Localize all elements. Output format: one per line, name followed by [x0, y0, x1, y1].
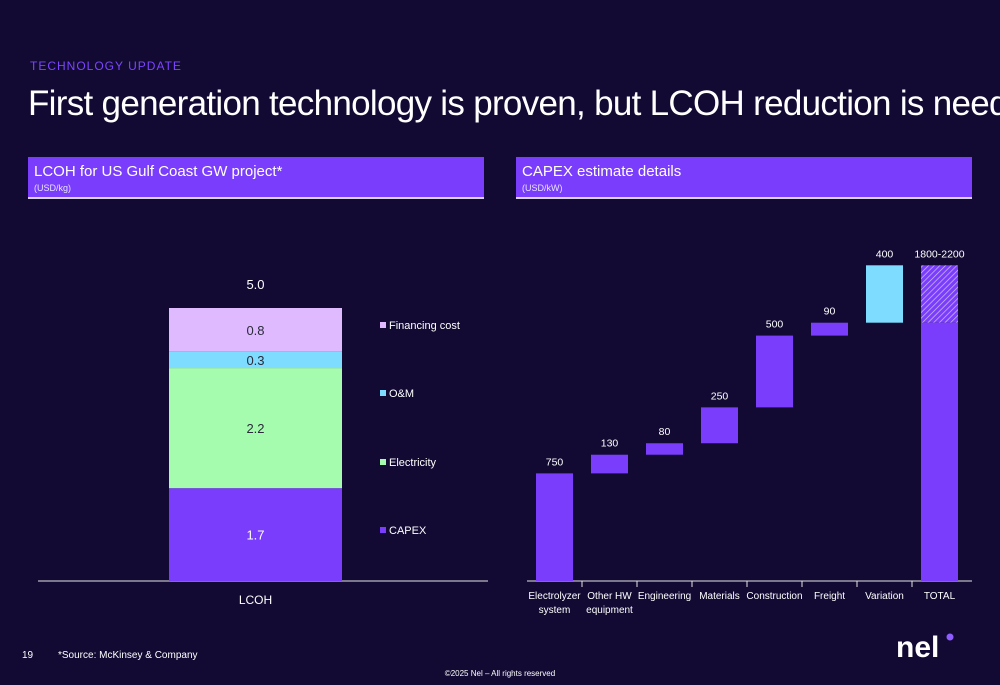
- capex-x-tick-label-construction: Construction: [746, 591, 802, 602]
- legend-swatch-electricity: [380, 459, 386, 465]
- capex-bar-construction: [756, 335, 793, 408]
- legend-swatch-oandm: [380, 390, 386, 396]
- capex-value-label-construction: 500: [766, 319, 784, 331]
- capex-x-tick-label-materials: Materials: [699, 591, 740, 602]
- segment-oandm: [169, 351, 342, 369]
- capex-bar-variation: [866, 265, 903, 323]
- capex-panel-header: CAPEX estimate details (USD/kW): [516, 157, 972, 199]
- capex-bar-total-range: [921, 265, 958, 323]
- source-note: *Source: McKinsey & Company: [58, 650, 198, 661]
- nel-logo: nel: [896, 631, 954, 664]
- capex-x-tick-label-other-hw-equipment: equipment: [586, 605, 633, 616]
- segment-label-capex: 1.7: [246, 528, 264, 543]
- capex-value-label-variation: 400: [876, 248, 894, 260]
- capex-x-tick-label-variation: Variation: [865, 591, 904, 602]
- page-number: 19: [22, 650, 34, 661]
- segment-label-financing-cost: 0.8: [246, 323, 264, 338]
- legend-label-electricity: Electricity: [389, 457, 437, 469]
- capex-value-label-electrolyzer-system: 750: [546, 456, 564, 468]
- capex-panel-unit: (USD/kW): [522, 183, 563, 193]
- page-title: First generation technology is proven, b…: [28, 84, 1000, 123]
- lcoh-panel-title: LCOH for US Gulf Coast GW project*: [34, 163, 283, 180]
- capex-bar-other-hw-equipment: [591, 454, 628, 474]
- legend-label-oandm: O&M: [389, 388, 414, 400]
- capex-value-label-freight: 90: [824, 306, 836, 318]
- lcoh-panel-header: LCOH for US Gulf Coast GW project* (USD/…: [28, 157, 484, 199]
- capex-bar-total: [921, 322, 958, 581]
- capex-x-tick-label-other-hw-equipment: Other HW: [587, 591, 632, 602]
- capex-bar-materials: [701, 407, 738, 444]
- legend-swatch-capex: [380, 527, 386, 533]
- capex-value-label-other-hw-equipment: 130: [601, 438, 619, 450]
- capex-bar-electrolyzer-system: [536, 473, 573, 581]
- capex-x-tick-label-engineering: Engineering: [638, 591, 691, 602]
- segment-financing-cost: [169, 308, 342, 352]
- segment-label-oandm: 0.3: [246, 353, 264, 368]
- capex-value-label-materials: 250: [711, 390, 729, 402]
- capex-bar-engineering: [646, 443, 683, 455]
- capex-value-label-total: 1800-2200: [914, 248, 964, 260]
- capex-x-tick-label-freight: Freight: [814, 591, 845, 602]
- logo-dot: [946, 633, 954, 641]
- capex-panel-title: CAPEX estimate details: [522, 163, 682, 180]
- segment-capex: [169, 488, 342, 581]
- copyright: ©2025 Nel – All rights reserved: [444, 669, 556, 678]
- section-tag: TECHNOLOGY UPDATE: [30, 59, 182, 73]
- logo-wordmark: nel: [896, 631, 939, 664]
- segment-label-electricity: 2.2: [246, 421, 264, 436]
- capex-x-tick-label-electrolyzer-system: system: [539, 605, 571, 616]
- capex-x-tick-label-electrolyzer-system: Electrolyzer: [528, 591, 581, 602]
- legend-swatch-financing-cost: [380, 322, 386, 328]
- segment-electricity: [169, 368, 342, 489]
- capex-x-tick-label-total: TOTAL: [924, 591, 956, 602]
- legend-label-capex: CAPEX: [389, 525, 427, 537]
- capex-bar-freight: [811, 322, 848, 336]
- legend-label-financing-cost: Financing cost: [389, 320, 460, 332]
- lcoh-total-label: 5.0: [246, 277, 264, 292]
- lcoh-x-tick-label: LCOH: [239, 593, 272, 607]
- lcoh-panel-unit: (USD/kg): [34, 183, 72, 193]
- capex-value-label-engineering: 80: [659, 426, 671, 438]
